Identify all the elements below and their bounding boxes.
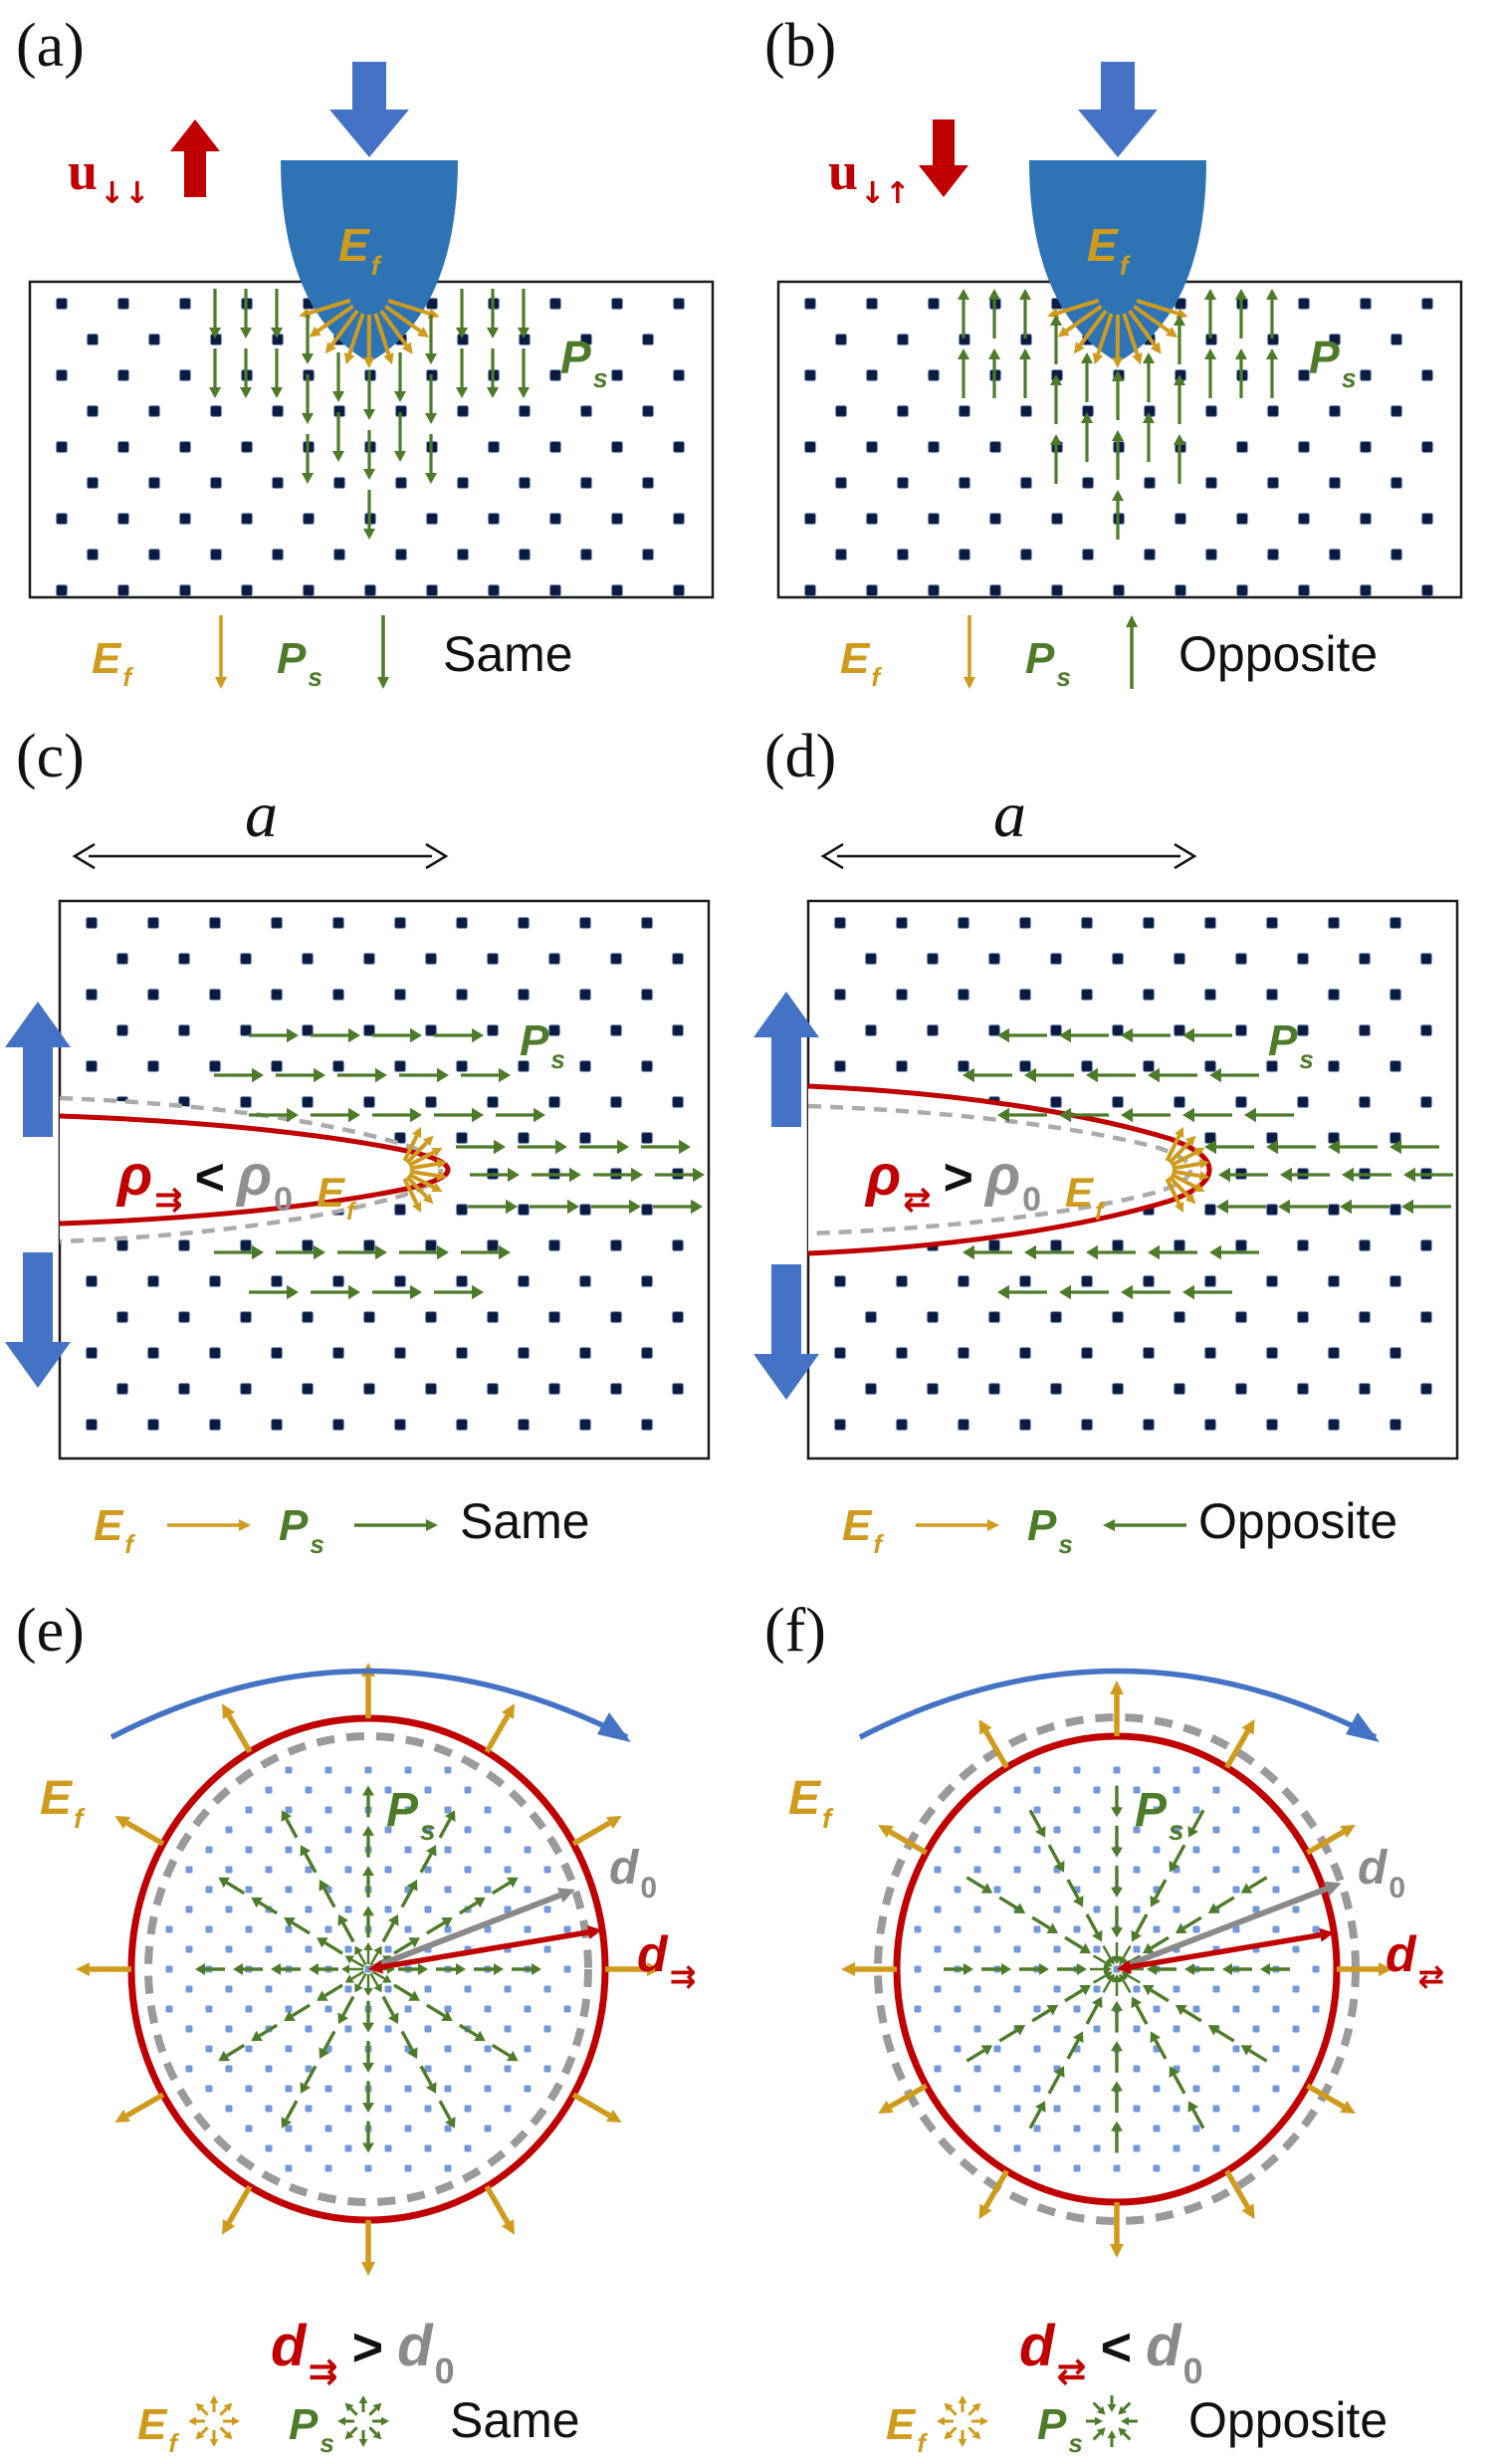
polarization-arrows xyxy=(957,289,1279,540)
ef-label: Ef xyxy=(317,1169,357,1226)
legend-ps: Ps xyxy=(1025,634,1071,692)
polarization-spokes xyxy=(944,1785,1290,2153)
indenter xyxy=(281,62,458,362)
diameter-arrows xyxy=(366,1888,603,1974)
legend-relation: Same xyxy=(450,2392,580,2448)
crack-length-label: a xyxy=(993,779,1026,851)
panel-tag: (e) xyxy=(16,1597,85,1665)
ef-label: Ef xyxy=(788,1772,834,1834)
d-compare: d⇄ < d0 xyxy=(1019,2314,1203,2392)
displacement-label: u↓↓ xyxy=(68,141,149,211)
displacement-label: u↓↑ xyxy=(828,141,910,211)
d-compare: d⇉ > d0 xyxy=(271,2314,455,2392)
crack-length-label: a xyxy=(245,779,278,851)
legend-ef: Ef xyxy=(840,634,882,692)
rho-compare: ρ⇄ > ρ0 xyxy=(864,1143,1041,1220)
panel-tag: (c) xyxy=(16,723,85,790)
diameter-arrows xyxy=(1115,1881,1342,1974)
ps-label: Ps xyxy=(1135,1784,1184,1846)
ps-label: Ps xyxy=(520,1016,565,1074)
legend-ps: Ps xyxy=(289,2400,334,2458)
legend-ef: Ef xyxy=(92,634,133,692)
displacement-arrow xyxy=(919,119,968,197)
panel-tag: (a) xyxy=(16,12,85,80)
polarization-spokes xyxy=(195,1785,541,2153)
panel-geometry xyxy=(776,62,1463,689)
legend-relation: Opposite xyxy=(1198,1493,1397,1549)
legend-ef: Ef xyxy=(886,2400,928,2458)
polarization-arrows xyxy=(208,289,531,540)
ps-label: Ps xyxy=(1309,332,1357,393)
panel-tag: (d) xyxy=(764,723,836,790)
panel-d: (d) a Ps Ef ρ⇄ > ρ0 Ef Ps Opposite xyxy=(753,723,1459,1559)
loading-arrows xyxy=(5,1002,71,1388)
panel-tag: (f) xyxy=(764,1597,826,1665)
rotation-arrow xyxy=(858,1668,1380,1742)
ps-label: Ps xyxy=(560,332,608,393)
legend-relation: Opposite xyxy=(1188,2392,1388,2448)
ps-label: Ps xyxy=(1268,1016,1314,1074)
legend-bursts xyxy=(188,2395,389,2447)
rotation-arrow xyxy=(109,1668,631,1742)
ef-label: Ef xyxy=(40,1772,86,1834)
polarization-arrows xyxy=(962,1027,1453,1300)
legend-ef: Ef xyxy=(842,1501,884,1559)
ef-field-arrows xyxy=(1165,1126,1210,1214)
panel-geometry xyxy=(841,1668,1392,2447)
legend-arrows xyxy=(963,615,1138,689)
legend-ps: Ps xyxy=(277,634,322,692)
legend-arrows xyxy=(215,615,389,689)
polarization-arrows xyxy=(214,1027,705,1300)
crack xyxy=(807,1083,1212,1256)
d-label: d⇉ xyxy=(637,1926,696,1995)
panel-tag: (b) xyxy=(764,12,836,80)
lattice-dots xyxy=(914,1766,1320,2172)
d0-label: d0 xyxy=(609,1842,657,1904)
ef-field-arrows xyxy=(841,1680,1392,2258)
legend-ps: Ps xyxy=(1027,1501,1073,1559)
displacement-arrow xyxy=(170,119,220,197)
ef-field-arrows xyxy=(402,1126,448,1214)
ef-field-arrows xyxy=(1047,298,1188,368)
legend-ps: Ps xyxy=(279,1501,324,1559)
panel-geometry xyxy=(5,842,711,1531)
ef-label: Ef xyxy=(1065,1169,1106,1226)
panel-geometry xyxy=(753,842,1459,1531)
ps-label: Ps xyxy=(386,1784,436,1846)
panel-geometry xyxy=(76,1663,661,2447)
crack-length-arrow xyxy=(72,842,449,870)
panel-geometry xyxy=(28,62,715,689)
panel-b: (b) u↓↑ Ef Ps Ef Ps Opposite xyxy=(764,12,1463,692)
legend-ps: Ps xyxy=(1037,2400,1083,2458)
loading-arrows xyxy=(753,992,819,1400)
ef-field-arrows xyxy=(299,298,440,368)
crack-length-arrow xyxy=(820,842,1197,870)
legend-relation: Opposite xyxy=(1178,626,1378,682)
legend-ef: Ef xyxy=(94,1501,135,1559)
legend-bursts xyxy=(937,2395,1138,2447)
panel-f: (f) Ef Ps d0 d⇄ d⇄ < d0 Ef Ps Opposite xyxy=(764,1597,1444,2458)
d0-label: d0 xyxy=(1358,1842,1405,1904)
indenter xyxy=(1029,62,1206,362)
legend-relation: Same xyxy=(443,626,573,682)
legend-arrows xyxy=(916,1519,1186,1531)
legend-arrows xyxy=(167,1519,438,1531)
panel-a: (a) u↓↓ Ef Ps Ef Ps Same xyxy=(16,12,715,692)
d-label: d⇄ xyxy=(1386,1926,1444,1995)
legend-relation: Same xyxy=(460,1493,590,1549)
panel-e: (e) Ef Ps d0 d⇉ d⇉ > d0 Ef Ps Same xyxy=(16,1597,696,2458)
panel-c: (c) a Ps Ef ρ⇉ < ρ0 Ef Ps Same xyxy=(5,723,711,1559)
legend-ef: Ef xyxy=(137,2400,179,2458)
rho-compare: ρ⇉ < ρ0 xyxy=(115,1143,293,1220)
